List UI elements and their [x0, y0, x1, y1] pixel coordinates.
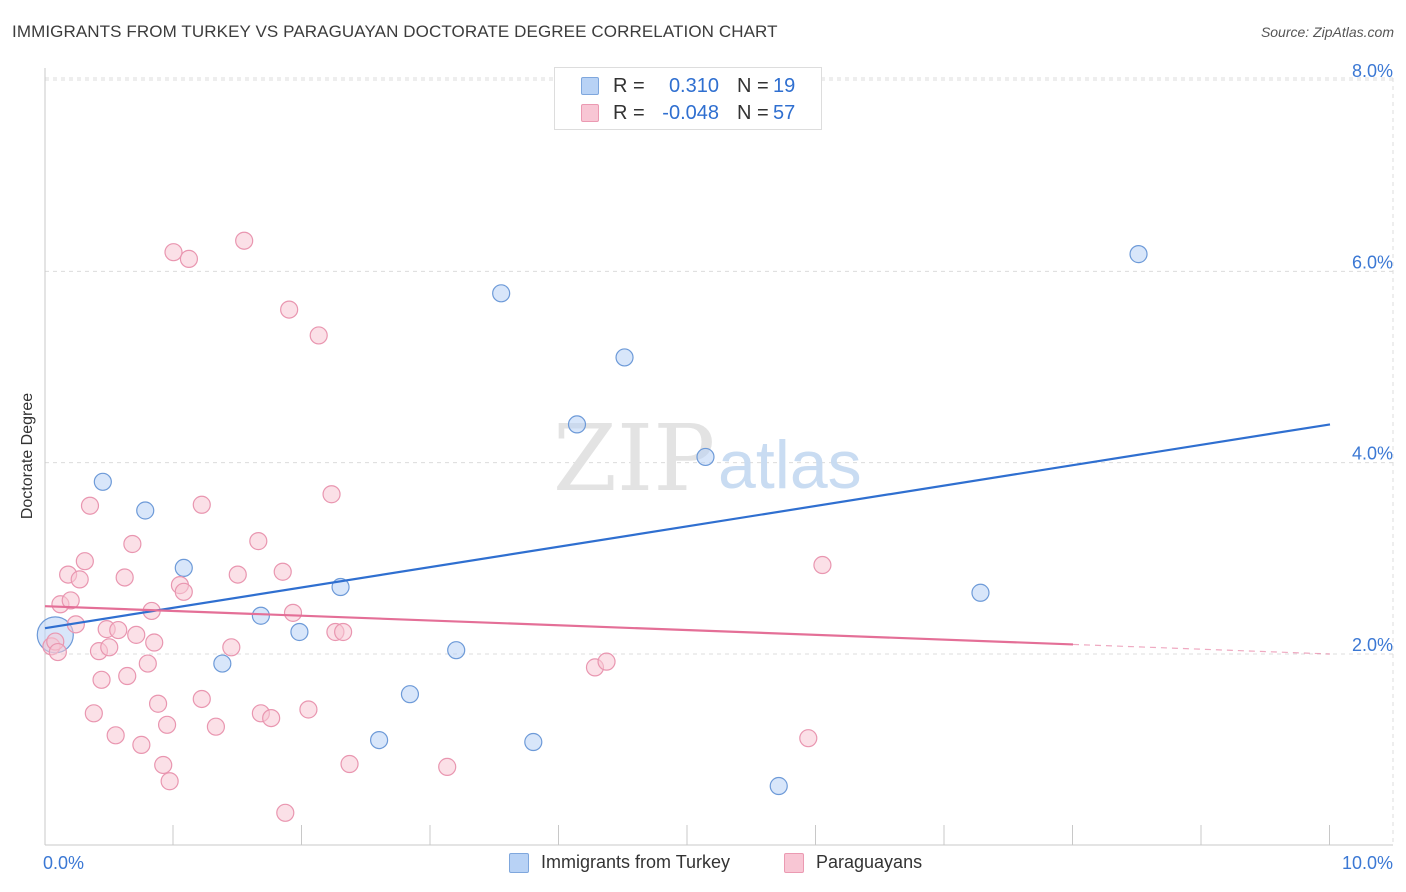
paraguayan-point	[206, 717, 226, 736]
turkey-point	[213, 654, 232, 673]
n-value: 57	[773, 102, 796, 124]
turkey-point	[370, 730, 389, 750]
turkey-point	[136, 501, 155, 520]
turkey-point	[251, 606, 270, 625]
turkey-point	[696, 447, 715, 467]
paraguayan-point	[118, 666, 137, 686]
y-tick-label: 6.0%	[1352, 252, 1393, 272]
paraguayan-point	[813, 555, 832, 575]
tick-labels: 2.0% 4.0% 6.0% 8.0% 0.0% 10.0%	[43, 61, 1393, 873]
n-label: N =	[737, 75, 769, 97]
paraguayan-point	[322, 485, 341, 504]
paraguayan-point	[262, 708, 281, 728]
turkey-point	[1129, 245, 1148, 264]
paraguayan-trend-extension	[1072, 643, 1331, 655]
y-tick-label: 2.0%	[1352, 635, 1393, 655]
legend-swatch-pink	[784, 853, 804, 873]
trend-lines	[44, 423, 1331, 655]
paraguayan-point	[179, 249, 199, 268]
paraguayan-point	[438, 757, 457, 776]
paraguayan-point	[132, 735, 151, 754]
r-value: -0.048	[662, 102, 719, 124]
turkey-point	[174, 558, 193, 578]
turkey-point	[93, 472, 112, 491]
paraguayan-point	[138, 654, 157, 673]
turkey-point	[971, 583, 990, 602]
paraguayan-point	[160, 772, 179, 791]
paraguayan-point	[84, 704, 103, 723]
stats-legend: R = 0.310 N = 19 R = -0.048 N = 57	[554, 67, 822, 130]
r-label: R =	[613, 102, 645, 124]
y-tick-label: 4.0%	[1352, 444, 1393, 464]
turkey-point	[567, 415, 587, 434]
paraguayan-point	[340, 754, 359, 774]
n-label: N =	[737, 102, 769, 124]
paraguayan-trend-line	[44, 605, 1074, 646]
source-credit: Source: ZipAtlas.com	[1260, 24, 1394, 40]
paraguayan-point	[192, 689, 211, 709]
chart-title: IMMIGRANTS FROM TURKEY VS PARAGUAYAN DOC…	[12, 22, 778, 41]
y-tick-label: 8.0%	[1352, 61, 1393, 81]
x-tick-label: 0.0%	[43, 853, 84, 873]
turkey-point	[524, 732, 543, 752]
paraguayan-point	[109, 620, 128, 640]
paraguayan-point	[154, 755, 173, 775]
r-label: R =	[613, 75, 645, 97]
paraguayan-point	[235, 231, 254, 250]
paraguayan-point	[145, 633, 164, 652]
paraguayan-point	[100, 638, 119, 657]
paraguayan-point	[80, 496, 100, 515]
paraguayan-point	[799, 729, 818, 748]
paraguayan-point	[127, 625, 146, 644]
paraguayan-point	[48, 642, 67, 662]
paraguayan-point	[157, 715, 177, 734]
turkey-point	[492, 284, 511, 303]
watermark-atlas: atlas	[718, 427, 862, 503]
n-value: 19	[773, 75, 796, 97]
paraguayan-point	[61, 591, 80, 610]
turkey-point	[290, 622, 309, 642]
paraguayan-point	[115, 568, 134, 587]
x-tick-label: 10.0%	[1342, 853, 1393, 873]
legend-swatch-blue	[509, 853, 529, 873]
turkey-point	[400, 685, 420, 704]
paraguayan-point	[174, 582, 193, 601]
paraguayan-point	[92, 670, 111, 689]
paraguayan-point	[276, 803, 295, 822]
paraguayan-point	[75, 552, 94, 571]
paraguayan-point	[249, 532, 268, 551]
legend-label: Immigrants from Turkey	[541, 852, 731, 872]
data-points	[36, 231, 1148, 822]
paraguayan-point	[123, 534, 142, 554]
paraguayan-point	[192, 495, 211, 514]
legend-label: Paraguayans	[816, 852, 923, 872]
paraguayan-point	[334, 622, 353, 642]
paraguayan-point	[222, 638, 241, 657]
axes	[44, 68, 1393, 846]
paraguayan-point	[299, 700, 318, 719]
paraguayan-point	[164, 243, 183, 262]
r-value: 0.310	[668, 75, 719, 97]
legend-swatch-blue	[581, 77, 599, 95]
paraguayan-point	[280, 300, 299, 319]
turkey-point	[447, 641, 466, 660]
paraguayan-point	[597, 652, 616, 671]
stats-row-turkey: R = 0.310 N = 19	[555, 74, 821, 100]
paraguayan-point	[106, 726, 125, 745]
turkey-trend-line	[44, 423, 1331, 630]
paraguayan-point	[228, 565, 247, 584]
turkey-point	[769, 776, 788, 796]
paraguayan-point	[309, 326, 328, 345]
paraguayan-point	[273, 562, 292, 581]
paraguayan-point	[148, 694, 168, 713]
paraguayan-point	[70, 570, 89, 589]
paraguayan-point	[283, 603, 303, 622]
stats-row-paraguayans: R = -0.048 N = 57	[555, 101, 821, 127]
series-legend: Immigrants from Turkey Paraguayans	[0, 851, 1406, 877]
legend-swatch-pink	[581, 104, 599, 122]
turkey-point	[615, 348, 634, 367]
